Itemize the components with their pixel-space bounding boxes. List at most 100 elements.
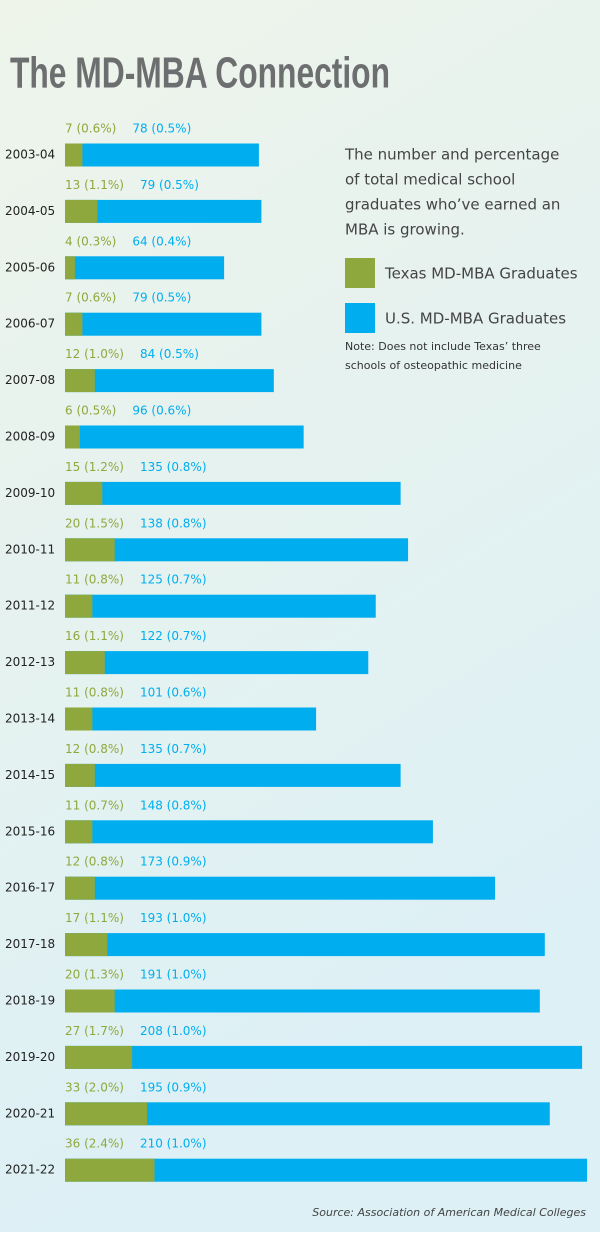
- bar: [65, 538, 409, 562]
- bar: [65, 933, 108, 957]
- value-label: 96 (0.6%): [132, 404, 191, 418]
- bar: [65, 1158, 155, 1182]
- category-label: 2017-18: [5, 937, 55, 951]
- bar: [65, 312, 83, 336]
- category-label: 2015-16: [5, 824, 55, 838]
- footer-band: [0, 1232, 600, 1250]
- value-label: 84 (0.5%): [140, 347, 199, 361]
- bar: [65, 425, 304, 449]
- value-label: 17 (1.1%): [65, 911, 124, 925]
- value-label: 138 (0.8%): [140, 516, 207, 530]
- bar: [65, 820, 433, 844]
- bar: [65, 651, 105, 675]
- value-label: 210 (1.0%): [140, 1137, 207, 1151]
- value-label: 193 (1.0%): [140, 911, 207, 925]
- bar: [65, 1158, 588, 1182]
- bar: [65, 1102, 550, 1126]
- bar: [65, 425, 80, 449]
- bar: [65, 1102, 148, 1126]
- value-label: 27 (1.7%): [65, 1024, 124, 1038]
- value-label: 4 (0.3%): [65, 234, 116, 248]
- value-label: 33 (2.0%): [65, 1080, 124, 1094]
- category-label: 2013-14: [5, 712, 55, 726]
- note: schools of osteopathic medicine: [345, 359, 522, 372]
- bar: [65, 594, 376, 618]
- legend-label: U.S. MD-MBA Graduates: [385, 310, 566, 328]
- bar: [65, 763, 95, 787]
- value-label: 16 (1.1%): [65, 629, 124, 643]
- value-label: 208 (1.0%): [140, 1024, 207, 1038]
- legend-swatch: [345, 258, 375, 288]
- note: Note: Does not include Texas’ three: [345, 340, 541, 353]
- category-label: 2020-21: [5, 1106, 55, 1120]
- category-label: 2007-08: [5, 373, 55, 387]
- bar: [65, 989, 115, 1013]
- bar: [65, 481, 401, 505]
- bar: [65, 876, 95, 900]
- value-label: 15 (1.2%): [65, 460, 124, 474]
- value-label: 20 (1.3%): [65, 968, 124, 982]
- description: of total medical school: [345, 171, 515, 189]
- value-label: 6 (0.5%): [65, 404, 116, 418]
- value-label: 36 (2.4%): [65, 1137, 124, 1151]
- bar: [65, 763, 401, 787]
- category-label: 2004-05: [5, 204, 55, 218]
- category-label: 2006-07: [5, 317, 55, 331]
- category-label: 2016-17: [5, 881, 55, 895]
- value-label: 12 (1.0%): [65, 347, 124, 361]
- value-label: 7 (0.6%): [65, 122, 116, 136]
- value-label: 122 (0.7%): [140, 629, 207, 643]
- category-label: 2021-22: [5, 1163, 55, 1177]
- source: Source: Association of American Medical …: [312, 1206, 586, 1219]
- chart-title: The MD-MBA Connection: [10, 49, 390, 98]
- value-label: 79 (0.5%): [140, 178, 199, 192]
- bar: [65, 199, 98, 223]
- bar: [65, 538, 115, 562]
- bar: [65, 256, 225, 280]
- category-label: 2009-10: [5, 486, 55, 500]
- value-label: 135 (0.8%): [140, 460, 207, 474]
- bar: [65, 876, 496, 900]
- value-label: 135 (0.7%): [140, 742, 207, 756]
- bar: [65, 481, 103, 505]
- value-label: 12 (0.8%): [65, 742, 124, 756]
- bar: [65, 707, 93, 731]
- bar: [65, 199, 262, 223]
- value-label: 79 (0.5%): [132, 291, 191, 305]
- category-label: 2018-19: [5, 994, 55, 1008]
- value-label: 195 (0.9%): [140, 1080, 207, 1094]
- bar: [65, 820, 93, 844]
- bar: [65, 989, 540, 1013]
- value-label: 11 (0.8%): [65, 573, 124, 587]
- value-label: 191 (1.0%): [140, 968, 207, 982]
- category-label: 2010-11: [5, 542, 55, 556]
- category-label: 2008-09: [5, 430, 55, 444]
- bar: [65, 933, 545, 957]
- value-label: 11 (0.8%): [65, 686, 124, 700]
- description: MBA is growing.: [345, 221, 465, 239]
- bar: [65, 1045, 583, 1069]
- value-label: 20 (1.5%): [65, 516, 124, 530]
- value-label: 13 (1.1%): [65, 178, 124, 192]
- bar: [65, 707, 317, 731]
- legend-swatch: [345, 303, 375, 333]
- bar: [65, 369, 274, 393]
- value-label: 12 (0.8%): [65, 855, 124, 869]
- bar: [65, 651, 369, 675]
- description: graduates who’ve earned an: [345, 196, 560, 214]
- bar: [65, 143, 83, 167]
- value-label: 11 (0.7%): [65, 798, 124, 812]
- bar: [65, 594, 93, 618]
- value-label: 78 (0.5%): [132, 122, 191, 136]
- description: The number and percentage: [344, 146, 559, 164]
- category-label: 2019-20: [5, 1050, 55, 1064]
- category-label: 2005-06: [5, 260, 55, 274]
- bar: [65, 1045, 133, 1069]
- bar: [65, 143, 259, 167]
- category-label: 2014-15: [5, 768, 55, 782]
- bar: [65, 369, 95, 393]
- bar: [65, 312, 262, 336]
- value-label: 64 (0.4%): [132, 234, 191, 248]
- legend-label: Texas MD-MBA Graduates: [384, 265, 578, 283]
